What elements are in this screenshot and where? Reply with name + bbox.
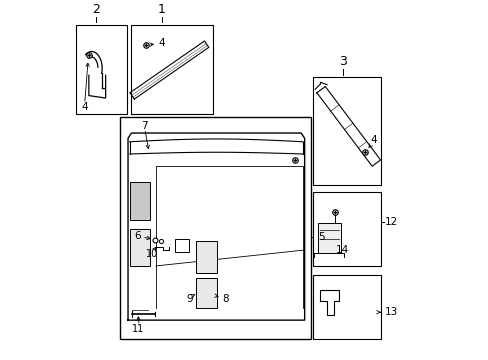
Bar <box>196 242 217 273</box>
Text: 5: 5 <box>318 232 325 242</box>
Bar <box>312 77 380 185</box>
Text: 9: 9 <box>185 294 192 304</box>
Polygon shape <box>316 86 380 166</box>
Bar <box>312 275 380 339</box>
Text: 8: 8 <box>222 294 228 304</box>
Text: 11: 11 <box>131 324 143 334</box>
Text: 1: 1 <box>158 3 165 16</box>
Text: 4: 4 <box>370 135 376 145</box>
Polygon shape <box>89 75 105 98</box>
Text: 14: 14 <box>335 245 348 255</box>
Text: 10: 10 <box>145 249 158 259</box>
Bar <box>129 182 150 220</box>
Text: 4: 4 <box>159 39 165 49</box>
Bar <box>76 24 126 114</box>
Bar <box>196 278 217 308</box>
Bar <box>120 117 310 339</box>
Bar <box>129 229 150 266</box>
Text: 7: 7 <box>141 121 148 131</box>
Bar <box>317 223 340 253</box>
Text: 13: 13 <box>384 307 397 317</box>
Text: 12: 12 <box>384 217 397 227</box>
Text: 6: 6 <box>134 231 141 241</box>
Text: 4: 4 <box>81 103 88 112</box>
Polygon shape <box>319 291 338 315</box>
Bar <box>175 239 189 252</box>
Bar <box>312 193 380 266</box>
Bar <box>131 24 213 114</box>
Polygon shape <box>130 41 208 99</box>
Text: 3: 3 <box>339 55 346 68</box>
Text: 2: 2 <box>92 3 100 16</box>
